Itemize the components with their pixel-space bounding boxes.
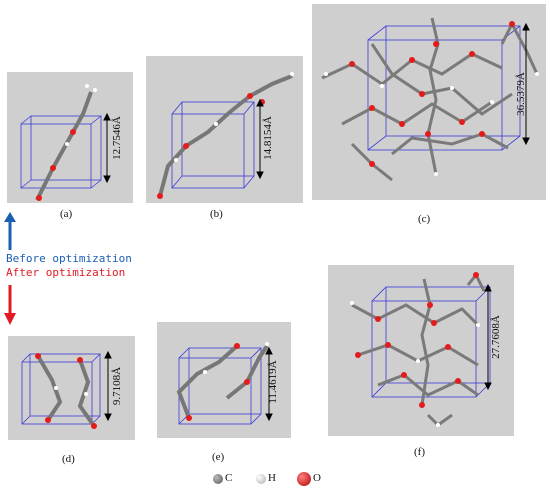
caption-d: (d) [62,453,75,465]
panel-e: 11.4619Å [157,322,291,438]
oxygen-atom-icon [297,472,311,486]
after-optimization-label: After optimization [6,266,126,279]
hydrogen-atom-icon [256,474,266,484]
panel-f: 27.7608Å [328,265,514,436]
molecule-e [176,342,273,425]
molecule-a [20,84,111,201]
caption-c: (c) [418,213,431,225]
caption-e: (e) [212,451,225,463]
panel-b: 14.8154Å [146,56,303,203]
molecule-f [350,272,492,427]
carbon-atom-icon [213,474,223,484]
caption-f: (f) [414,446,425,458]
panel-c: 36.5379Å [312,4,546,200]
oxygen-label: O [313,472,321,484]
dimension-a: 12.7546Å [111,116,123,160]
molecule-c [321,17,539,182]
dimension-e: 11.4619Å [267,360,279,404]
hydrogen-label: H [268,472,276,484]
dimension-d: 9.7108Å [111,366,123,406]
molecule-b [157,72,294,199]
caption-a: (a) [60,208,73,220]
dimension-f: 27.7608Å [490,315,502,359]
carbon-label: C [225,472,233,484]
after-arrow [4,285,16,325]
molecule-d [21,350,112,429]
caption-b: (b) [210,208,223,220]
dimension-c: 36.5379Å [515,72,527,116]
before-optimization-label: Before optimization [6,252,132,265]
panel-a: 12.7546Å [7,72,133,203]
panel-d: 9.7108Å [8,336,135,440]
before-arrow [4,212,16,250]
dimension-b: 14.8154Å [262,116,274,160]
